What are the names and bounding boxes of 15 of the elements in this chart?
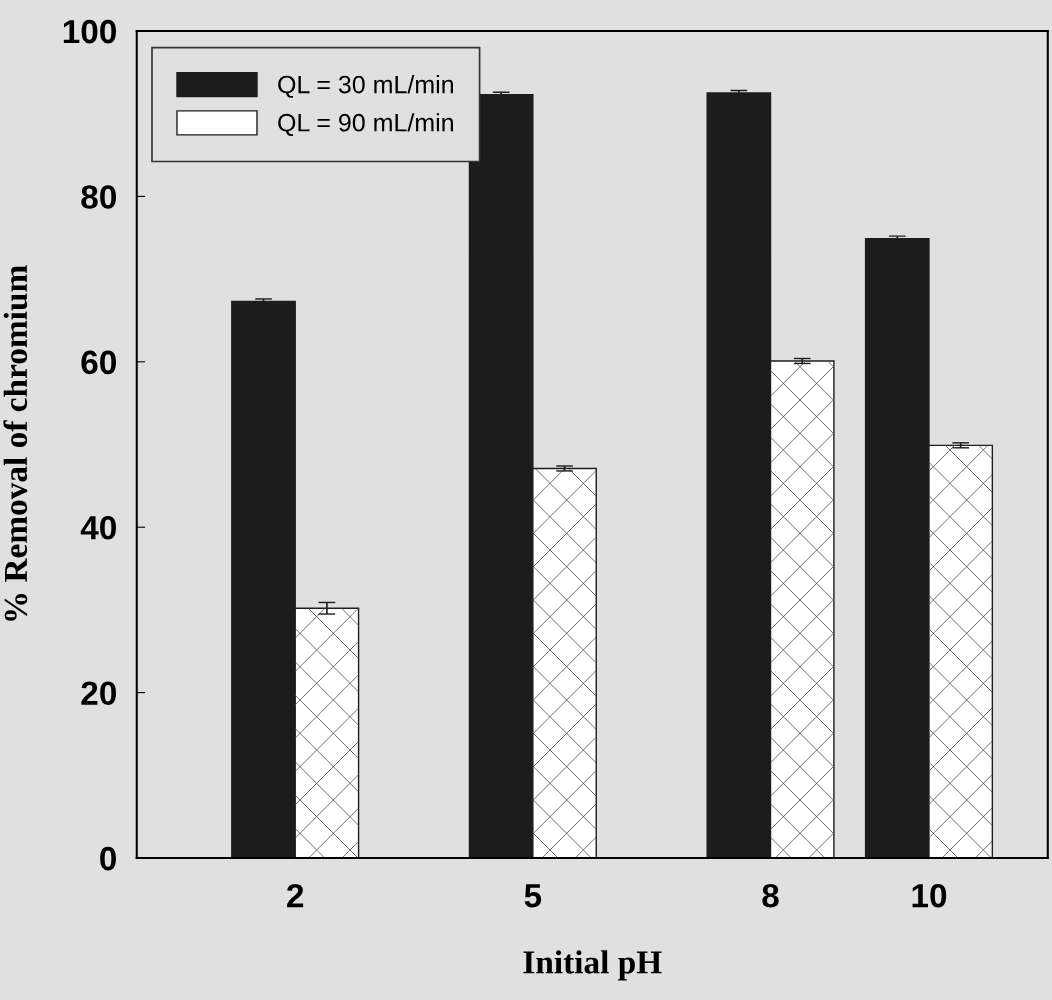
x-tick-label: 10 (912, 883, 947, 908)
y-tick-label: 100 (63, 19, 116, 44)
bar (231, 300, 296, 858)
x-tick-label: 2 (287, 883, 304, 908)
legend-label: QL = 90 mL/min (278, 113, 453, 137)
y-tick-label: 0 (100, 846, 116, 871)
x-axis-title: Initial pH (523, 950, 662, 981)
y-tick-label: 80 (81, 185, 116, 209)
y-axis-title: % Removal of chromium (3, 265, 28, 621)
y-tick-label: 60 (81, 350, 116, 375)
x-tick-label: 8 (762, 883, 779, 908)
x-tick-label: 5 (524, 884, 542, 908)
y-tick-label: 20 (81, 681, 116, 706)
y-tick-label: 40 (80, 516, 116, 540)
legend-label: QL = 30 mL/min (278, 75, 453, 98)
